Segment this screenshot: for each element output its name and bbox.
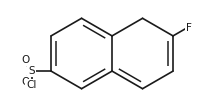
Text: O: O xyxy=(21,77,29,87)
Text: Cl: Cl xyxy=(26,80,37,90)
Text: F: F xyxy=(186,23,192,33)
Text: S: S xyxy=(28,66,35,76)
Text: O: O xyxy=(21,55,29,65)
